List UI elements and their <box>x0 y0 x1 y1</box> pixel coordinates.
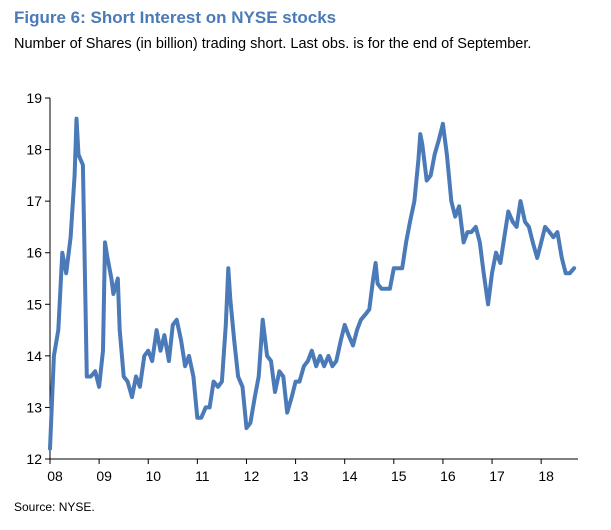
x-axis: 08 09 10 11 12 13 14 15 16 17 18 <box>47 458 578 484</box>
x-tick-label: 12 <box>244 468 260 484</box>
y-axis: 12 13 14 15 16 17 18 19 <box>26 90 51 467</box>
x-tick-label: 18 <box>538 468 554 484</box>
chart-subtitle: Number of Shares (in billion) trading sh… <box>14 36 532 52</box>
y-tick-label: 14 <box>26 348 42 364</box>
x-tick-label: 11 <box>195 468 210 484</box>
y-tick-label: 17 <box>26 193 42 209</box>
y-tick-label: 12 <box>26 451 42 467</box>
x-tick-label: 15 <box>391 468 407 484</box>
chart-source: Source: NYSE. <box>14 500 95 514</box>
chart-title: Figure 6: Short Interest on NYSE stocks <box>14 8 337 27</box>
y-tick-label: 15 <box>26 296 42 312</box>
y-tick-label: 13 <box>26 399 42 415</box>
x-tick-label: 16 <box>440 468 456 484</box>
y-tick-label: 19 <box>26 90 42 106</box>
series-line-0 <box>48 116 577 451</box>
x-tick-label: 10 <box>145 468 161 484</box>
x-tick-label: 09 <box>96 468 112 484</box>
x-tick-label: 17 <box>489 468 505 484</box>
y-tick-label: 18 <box>26 142 42 158</box>
x-tick-label: 08 <box>47 468 63 484</box>
x-tick-label: 14 <box>342 468 358 484</box>
x-tick-label: 13 <box>293 468 309 484</box>
y-tick-label: 16 <box>26 245 42 261</box>
series-group <box>48 116 577 451</box>
